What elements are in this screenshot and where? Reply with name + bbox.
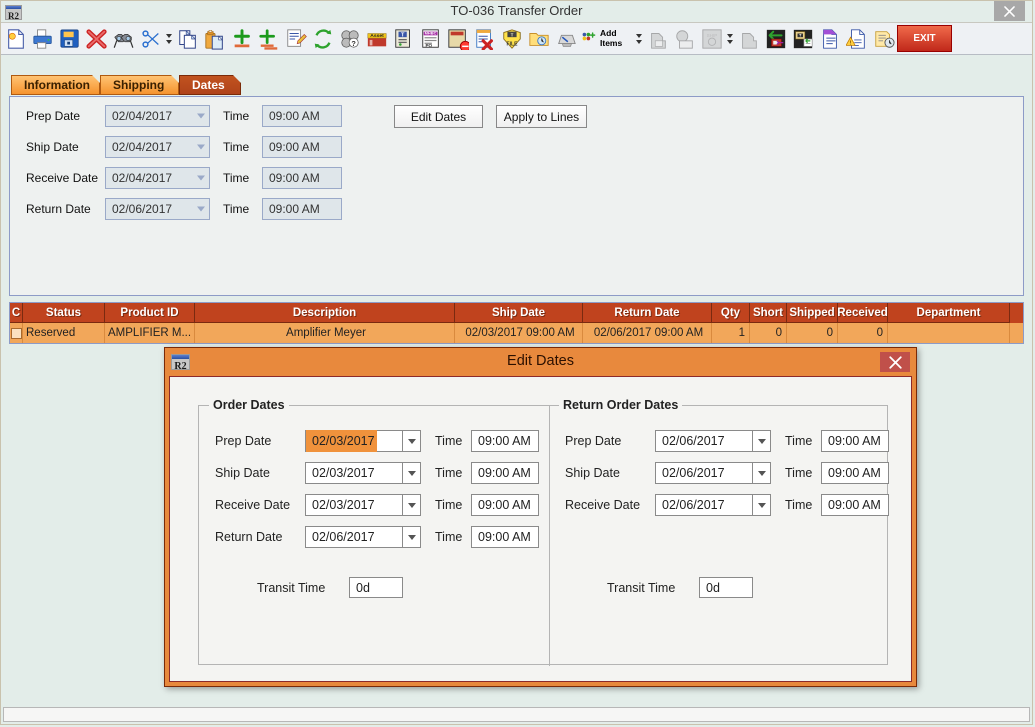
svg-text:PO: PO <box>425 42 432 47</box>
svg-text:MHBC: MHBC <box>424 30 436 35</box>
svg-text:T: T <box>510 32 513 37</box>
svg-text:Asset: Asset <box>370 33 384 39</box>
svg-text:FILE: FILE <box>506 41 518 47</box>
svg-text:?: ? <box>351 38 356 47</box>
svg-text:!: ! <box>849 40 851 46</box>
svg-text:SHIP: SHIP <box>706 33 717 38</box>
